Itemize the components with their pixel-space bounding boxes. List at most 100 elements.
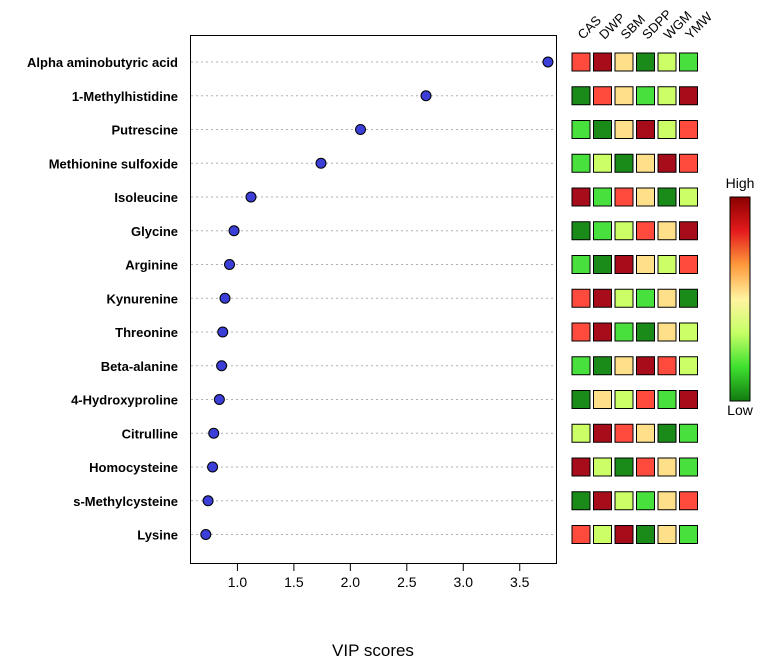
vip-point-s-methylcysteine xyxy=(202,495,214,507)
heat-cell-lysine-ymw xyxy=(679,525,698,544)
heat-cell-citrulline-wgm xyxy=(657,423,677,443)
vip-point-beta-alanine xyxy=(216,360,228,372)
heat-cell-methionine-sulfoxide-dwp xyxy=(593,153,612,173)
heat-cell-threonine-ymw xyxy=(679,322,698,342)
row-label-alpha-aminobutyric-acid: Alpha aminobutyric acid xyxy=(27,55,178,70)
row-label-s-methylcysteine: s-Methylcysteine xyxy=(73,494,178,509)
heat-cell-s-methylcysteine-ymw xyxy=(679,491,698,511)
heat-cell-isoleucine-wgm xyxy=(657,187,677,207)
heat-cell-glycine-wgm xyxy=(657,221,677,241)
heat-cell-isoleucine-sbm xyxy=(614,187,634,207)
row-label-arginine: Arginine xyxy=(125,258,178,273)
heat-cell-glycine-ymw xyxy=(679,221,698,241)
heat-cell-threonine-cas xyxy=(571,322,591,342)
heat-cell-arginine-sdpp xyxy=(636,255,655,274)
heat-cell-threonine-sbm xyxy=(614,322,634,342)
heat-cell-putrescine-cas xyxy=(571,120,591,139)
row-label-kynurenine: Kynurenine xyxy=(106,291,178,306)
row-label-4-hydroxyproline: 4-Hydroxyproline xyxy=(71,393,178,408)
heat-cell-citrulline-sdpp xyxy=(636,423,655,443)
heat-cell-alpha-aminobutyric-acid-cas xyxy=(571,52,591,72)
vip-point-homocysteine xyxy=(207,461,219,473)
heat-cell-alpha-aminobutyric-acid-sdpp xyxy=(636,52,655,72)
heat-cell-s-methylcysteine-wgm xyxy=(657,491,677,511)
vip-point-methionine-sulfoxide xyxy=(315,157,327,169)
vip-point-lysine xyxy=(200,529,212,540)
heat-cell-beta-alanine-sdpp xyxy=(636,356,655,376)
heat-cell-methionine-sulfoxide-wgm xyxy=(657,153,677,173)
heat-cell-4-hydroxyproline-wgm xyxy=(657,390,677,409)
heat-cell-citrulline-sbm xyxy=(614,423,634,443)
heat-cell-isoleucine-sdpp xyxy=(636,187,655,207)
heat-cell-methionine-sulfoxide-cas xyxy=(571,153,591,173)
heat-cell-lysine-cas xyxy=(571,525,591,544)
row-label-putrescine: Putrescine xyxy=(112,123,178,138)
row-label-citrulline: Citrulline xyxy=(122,426,178,441)
heat-cell-putrescine-sbm xyxy=(614,120,634,139)
heat-cell-glycine-sbm xyxy=(614,221,634,241)
heat-cell-arginine-dwp xyxy=(593,255,612,274)
heat-cell-kynurenine-sdpp xyxy=(636,288,655,308)
heat-cell-threonine-sdpp xyxy=(636,322,655,342)
heat-cell-alpha-aminobutyric-acid-sbm xyxy=(614,52,634,72)
x-axis-label: VIP scores xyxy=(332,641,414,660)
heat-cell-lysine-dwp xyxy=(593,525,612,544)
heat-cell-1-methylhistidine-dwp xyxy=(593,86,612,106)
vip-point-1-methylhistidine xyxy=(420,90,432,102)
heat-cell-beta-alanine-wgm xyxy=(657,356,677,376)
heat-cell-4-hydroxyproline-sdpp xyxy=(636,390,655,409)
x-tick-label-1: 1.5 xyxy=(284,574,304,590)
heat-cell-homocysteine-dwp xyxy=(593,457,612,477)
heat-cell-4-hydroxyproline-cas xyxy=(571,390,591,409)
heat-cell-4-hydroxyproline-ymw xyxy=(679,390,698,409)
heat-cell-glycine-sdpp xyxy=(636,221,655,241)
vip-point-threonine xyxy=(217,326,229,338)
row-label-beta-alanine: Beta-alanine xyxy=(101,359,178,374)
heat-cell-beta-alanine-sbm xyxy=(614,356,634,376)
heat-cell-methionine-sulfoxide-sbm xyxy=(614,153,634,173)
heat-cell-beta-alanine-cas xyxy=(571,356,591,376)
heat-cell-beta-alanine-ymw xyxy=(679,356,698,376)
x-tick-label-0: 1.0 xyxy=(228,574,248,590)
heat-cell-alpha-aminobutyric-acid-ymw xyxy=(679,52,698,72)
legend-high-label: High xyxy=(726,175,755,191)
heat-cell-isoleucine-cas xyxy=(571,187,591,207)
heat-cell-1-methylhistidine-wgm xyxy=(657,86,677,106)
x-tick-label-3: 2.5 xyxy=(397,574,417,590)
vip-point-arginine xyxy=(224,259,236,270)
heat-cell-arginine-ymw xyxy=(679,255,698,274)
heat-cell-glycine-cas xyxy=(571,221,591,241)
heat-cell-alpha-aminobutyric-acid-wgm xyxy=(657,52,677,72)
heat-cell-putrescine-sdpp xyxy=(636,120,655,139)
x-tick-label-4: 3.0 xyxy=(454,574,474,590)
heat-cell-4-hydroxyproline-sbm xyxy=(614,390,634,409)
row-label-lysine: Lysine xyxy=(137,528,178,543)
heat-cell-citrulline-ymw xyxy=(679,423,698,443)
row-label-glycine: Glycine xyxy=(131,224,178,239)
heat-cell-s-methylcysteine-sdpp xyxy=(636,491,655,511)
x-tick-label-5: 3.5 xyxy=(510,574,530,590)
row-label-methionine-sulfoxide: Methionine sulfoxide xyxy=(49,156,178,171)
heat-cell-arginine-wgm xyxy=(657,255,677,274)
heat-cell-putrescine-ymw xyxy=(679,120,698,139)
heat-cell-homocysteine-ymw xyxy=(679,457,698,477)
heat-cell-methionine-sulfoxide-ymw xyxy=(679,153,698,173)
vip-point-isoleucine xyxy=(245,191,257,203)
heat-cell-s-methylcysteine-dwp xyxy=(593,491,612,511)
heat-cell-isoleucine-ymw xyxy=(679,187,698,207)
heat-cell-s-methylcysteine-cas xyxy=(571,491,591,511)
plot-frame xyxy=(190,35,557,564)
heat-cell-kynurenine-wgm xyxy=(657,288,677,308)
heat-cell-glycine-dwp xyxy=(593,221,612,241)
legend-low-label: Low xyxy=(727,402,754,418)
heat-cell-arginine-sbm xyxy=(614,255,634,274)
heat-cell-threonine-dwp xyxy=(593,322,612,342)
vip-point-kynurenine xyxy=(219,292,231,304)
row-label-isoleucine: Isoleucine xyxy=(114,190,178,205)
heat-cell-putrescine-dwp xyxy=(593,120,612,139)
heat-cell-s-methylcysteine-sbm xyxy=(614,491,634,511)
x-tick-label-2: 2.0 xyxy=(341,574,361,590)
heat-cell-homocysteine-sdpp xyxy=(636,457,655,477)
heat-cell-1-methylhistidine-cas xyxy=(571,86,591,106)
